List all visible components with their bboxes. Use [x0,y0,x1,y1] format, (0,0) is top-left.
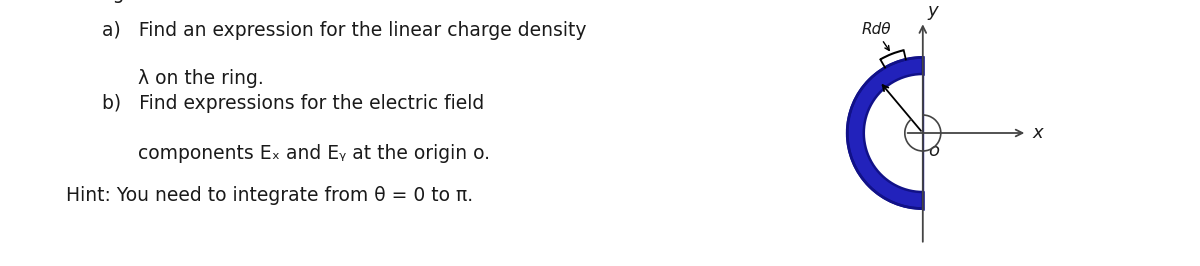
Text: components Eₓ and Eᵧ at the origin o.: components Eₓ and Eᵧ at the origin o. [138,144,490,163]
Text: Rdθ: Rdθ [862,22,892,37]
Text: θ: θ [913,89,924,107]
Text: o: o [928,142,938,160]
Text: λ on the ring.: λ on the ring. [138,69,264,88]
Text: figure.: figure. [102,0,162,3]
Text: R: R [894,92,907,110]
Text: y: y [928,2,938,20]
Wedge shape [847,57,923,209]
Text: x: x [1032,124,1043,142]
Wedge shape [864,74,923,192]
Text: a)   Find an expression for the linear charge density: a) Find an expression for the linear cha… [102,21,587,40]
Text: b)   Find expressions for the electric field: b) Find expressions for the electric fie… [102,94,485,113]
Text: Hint: You need to integrate from θ = 0 to π.: Hint: You need to integrate from θ = 0 t… [66,186,473,205]
